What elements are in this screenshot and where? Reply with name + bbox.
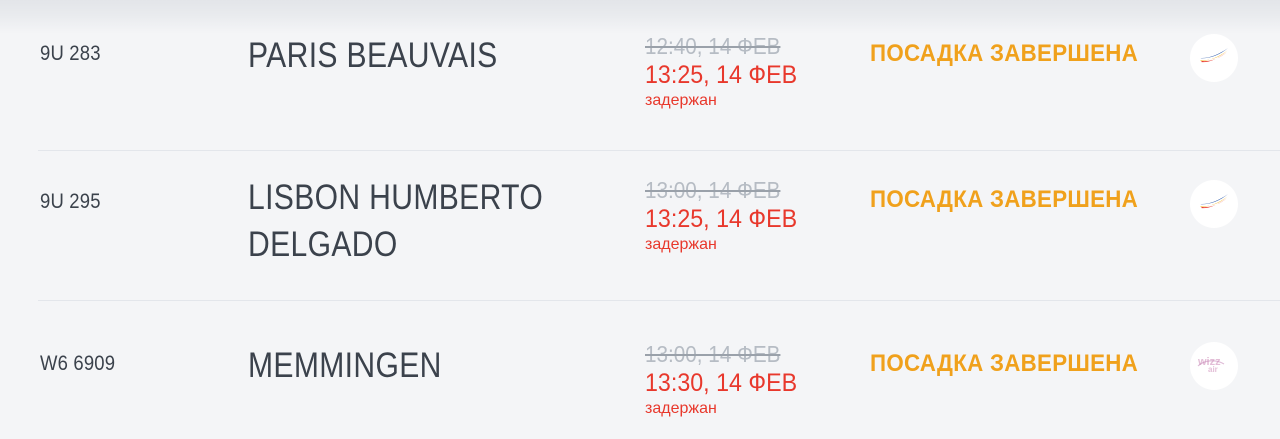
times-group: 13:00, 14 ФЕВ 13:30, 14 ФЕВ задержан	[645, 340, 860, 419]
scheduled-time: 13:00, 14 ФЕВ	[645, 177, 781, 203]
airline-logo	[1190, 34, 1238, 82]
delay-note: задержан	[645, 400, 717, 417]
flight-number: W6 6909	[40, 352, 116, 375]
status-badge: ПОСАДКА ЗАВЕРШЕНА	[870, 40, 1139, 67]
destination: MEMMINGEN	[248, 346, 442, 385]
delay-note: задержан	[645, 92, 717, 109]
airline-logo: wizz air	[1190, 342, 1238, 390]
flight-row[interactable]: W6 6909 MEMMINGEN 13:00, 14 ФЕВ 13:30, 1…	[0, 300, 1280, 439]
scheduled-time: 13:00, 14 ФЕВ	[645, 341, 781, 367]
flight-number: 9U 283	[40, 42, 101, 65]
delay-note: задержан	[645, 236, 717, 253]
status-badge: ПОСАДКА ЗАВЕРШЕНА	[870, 186, 1139, 213]
skyup-logo-icon	[1190, 34, 1238, 82]
scheduled-time: 12:40, 14 ФЕВ	[645, 33, 781, 59]
times-group: 12:40, 14 ФЕВ 13:25, 14 ФЕВ задержан	[645, 32, 860, 111]
flight-number: 9U 295	[40, 190, 101, 213]
status-badge: ПОСАДКА ЗАВЕРШЕНА	[870, 350, 1139, 377]
flight-row[interactable]: 9U 283 PARIS BEAUVAIS 12:40, 14 ФЕВ 13:2…	[0, 0, 1280, 150]
actual-time: 13:25, 14 ФЕВ	[645, 61, 798, 89]
svg-text:air: air	[1208, 365, 1218, 374]
row-separator	[38, 150, 1280, 151]
skyup-logo-icon	[1190, 180, 1238, 228]
actual-time: 13:30, 14 ФЕВ	[645, 369, 798, 397]
wizzair-logo-icon: wizz air	[1190, 342, 1238, 390]
row-separator	[38, 300, 1280, 301]
flight-row[interactable]: 9U 295 LISBON HUMBERTO DELGADO 13:00, 14…	[0, 150, 1280, 300]
destination: LISBON HUMBERTO DELGADO	[248, 178, 544, 264]
actual-time: 13:25, 14 ФЕВ	[645, 205, 798, 233]
airline-logo	[1190, 180, 1238, 228]
svg-text:wizz: wizz	[1197, 356, 1221, 368]
times-group: 13:00, 14 ФЕВ 13:25, 14 ФЕВ задержан	[645, 176, 860, 255]
destination: PARIS BEAUVAIS	[248, 36, 498, 75]
